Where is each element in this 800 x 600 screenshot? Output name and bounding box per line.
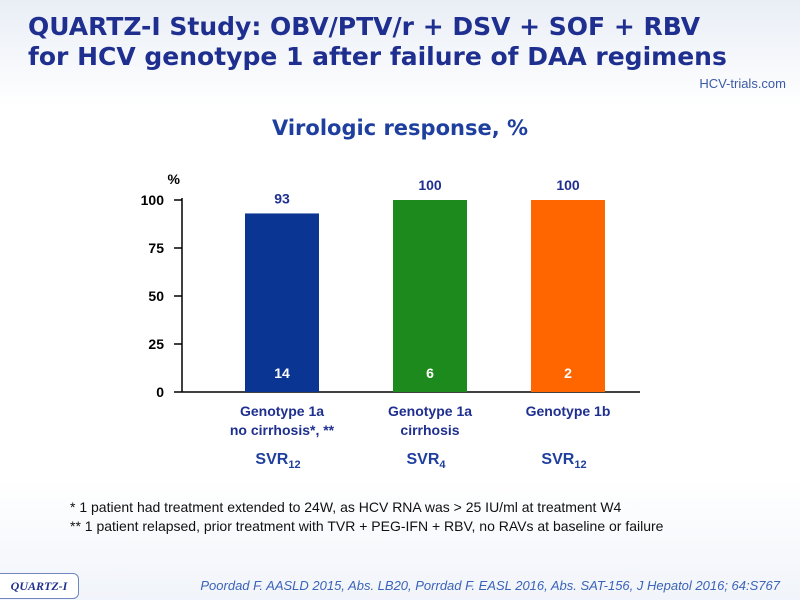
category-label: Genotype 1a <box>388 403 472 419</box>
y-tick-label: 50 <box>148 288 164 304</box>
bar-value-label: 100 <box>556 177 580 193</box>
bar <box>245 213 319 392</box>
category-label: Genotype 1a <box>240 403 324 419</box>
bar-value-label: 100 <box>418 177 442 193</box>
y-tick-label: 0 <box>156 384 164 400</box>
bar-count-label: 14 <box>274 365 290 381</box>
category-label: cirrhosis <box>400 422 459 438</box>
study-tag: QUARTZ-I <box>0 573 79 599</box>
bar-count-label: 2 <box>564 365 572 381</box>
citation: Poordad F. AASLD 2015, Abs. LB20, Porrda… <box>200 578 780 593</box>
y-tick-label: 100 <box>141 192 165 208</box>
footnote-1: * 1 patient had treatment extended to 24… <box>70 499 622 515</box>
chart-title: Virologic response, % <box>271 116 529 140</box>
bar <box>531 200 605 392</box>
bar-count-label: 6 <box>426 365 434 381</box>
footnotes: * 1 patient had treatment extended to 24… <box>70 498 663 536</box>
bar-value-label: 93 <box>274 190 290 206</box>
category-label: no cirrhosis*, ** <box>230 422 335 438</box>
y-tick-label: 25 <box>148 336 164 352</box>
title-line-1: QUARTZ-I Study: OBV/PTV/r + DSV + SOF + … <box>28 12 701 41</box>
bar <box>393 200 467 392</box>
slide-title: QUARTZ-I Study: OBV/PTV/r + DSV + SOF + … <box>28 12 788 72</box>
footnote-2: ** 1 patient relapsed, prior treatment w… <box>70 518 664 534</box>
y-tick-label: 75 <box>148 240 164 256</box>
category-label: Genotype 1b <box>526 403 611 419</box>
y-axis-label: % <box>168 171 181 187</box>
endpoint-label: SVR4 <box>406 451 446 471</box>
endpoint-label: SVR12 <box>255 451 300 471</box>
title-line-2: for HCV genotype 1 after failure of DAA … <box>28 42 727 71</box>
hcv-trials-logo: HCV-trials.com <box>699 76 786 91</box>
endpoint-label: SVR12 <box>541 451 586 471</box>
